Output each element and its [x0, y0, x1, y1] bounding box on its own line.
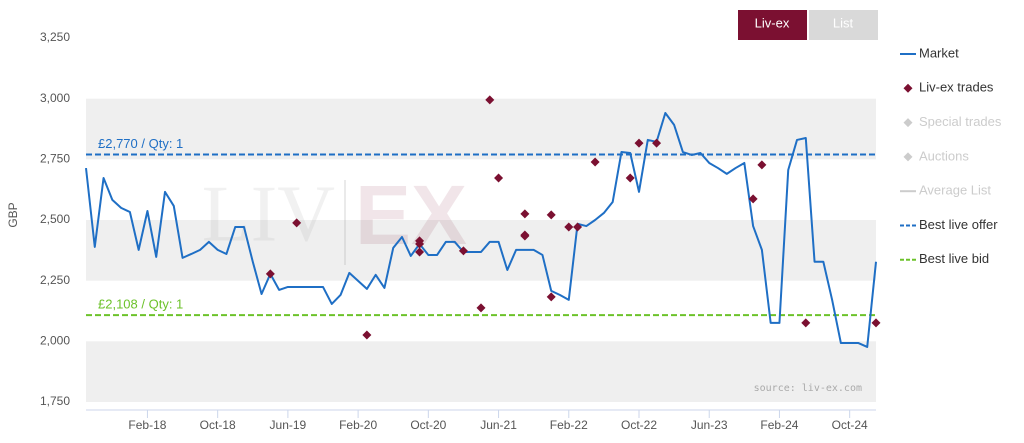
- x-tick-label: Oct-20: [410, 418, 446, 432]
- x-tick-label: Oct-22: [621, 418, 657, 432]
- legend-entry: Market: [919, 45, 959, 60]
- legend-symbol: [903, 83, 913, 93]
- x-tick-label: Oct-24: [832, 418, 868, 432]
- x-tick-label: Jun-21: [480, 418, 517, 432]
- button-livex[interactable]: [738, 10, 807, 40]
- watermark: EX: [355, 168, 467, 262]
- legend-entry: Average List: [919, 183, 991, 198]
- y-axis-label: GBP: [6, 202, 20, 227]
- button-label[interactable]: Liv-ex: [755, 15, 790, 30]
- y-tick-label: 2,250: [40, 273, 70, 287]
- plot-band: [86, 98, 876, 160]
- y-tick-label: 3,000: [40, 91, 70, 105]
- trade-marker: [520, 231, 530, 241]
- trade-marker: [520, 209, 530, 219]
- trade-marker: [476, 303, 486, 313]
- y-tick-label: 1,750: [40, 394, 70, 408]
- x-tick-label: Jun-23: [691, 418, 728, 432]
- watermark: LIV: [202, 170, 335, 258]
- trade-marker: [590, 157, 600, 167]
- legend-entry: Best live offer: [919, 217, 998, 232]
- trade-marker: [801, 318, 811, 328]
- trade-marker: [748, 194, 758, 204]
- y-tick-label: 2,500: [40, 212, 70, 226]
- legend-entry: Best live bid: [919, 251, 989, 266]
- trade-marker: [573, 222, 583, 232]
- trade-marker: [485, 95, 495, 105]
- trade-marker: [362, 330, 372, 340]
- x-tick-label: Oct-18: [200, 418, 236, 432]
- x-tick-label: Jun-19: [270, 418, 307, 432]
- plot-band: [86, 341, 876, 402]
- trade-marker: [546, 210, 556, 220]
- legend-symbol: [903, 118, 913, 128]
- y-tick-label: 3,250: [40, 30, 70, 44]
- trade-marker: [494, 173, 504, 183]
- x-tick-label: Feb-18: [128, 418, 166, 432]
- trade-marker: [564, 222, 574, 232]
- legend-entry: Special trades: [919, 114, 1002, 129]
- reference-label: £2,108 / Qty: 1: [98, 297, 183, 312]
- trade-marker: [652, 138, 662, 148]
- legend-entry: Auctions: [919, 148, 969, 163]
- trade-marker: [871, 318, 881, 328]
- y-tick-label: 2,750: [40, 152, 70, 166]
- trade-marker: [546, 292, 556, 302]
- button-label[interactable]: List: [833, 15, 854, 30]
- trade-marker: [265, 269, 275, 279]
- trade-marker: [292, 218, 302, 228]
- reference-label: £2,770 / Qty: 1: [98, 136, 183, 151]
- trade-marker: [415, 247, 425, 257]
- legend-symbol: [903, 152, 913, 162]
- trade-marker: [625, 173, 635, 183]
- trade-marker: [634, 138, 644, 148]
- x-tick-label: Feb-22: [550, 418, 588, 432]
- y-tick-label: 2,000: [40, 334, 70, 348]
- trade-marker: [757, 160, 767, 170]
- legend-entry: Liv-ex trades: [919, 80, 994, 95]
- x-tick-label: Feb-20: [339, 418, 377, 432]
- trade-marker: [458, 246, 468, 256]
- source: source: liv-ex.com: [754, 383, 862, 394]
- button-list[interactable]: [809, 10, 878, 40]
- trade-marker: [415, 239, 425, 249]
- x-tick-label: Feb-24: [760, 418, 798, 432]
- market-line: [85, 111, 877, 348]
